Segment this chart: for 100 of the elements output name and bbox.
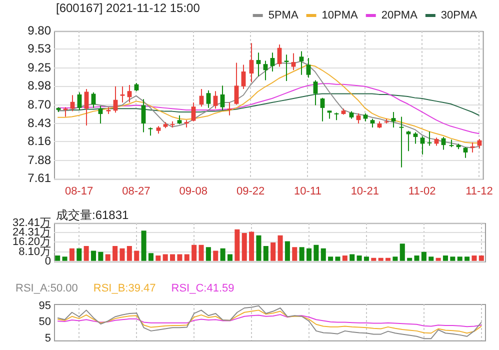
bar (392, 256, 398, 261)
y-tick-label: 95 (38, 300, 51, 312)
candlestick (249, 42, 254, 83)
chart-title: [600167] 2021-11-12 15:00 (56, 1, 200, 15)
bar (342, 255, 348, 261)
bar (263, 246, 268, 261)
bar (170, 254, 176, 261)
y-tick-label: 9.80 (28, 23, 52, 38)
bar (192, 244, 197, 261)
candlestick (306, 57, 311, 78)
y-tick-label: 8.10万 (18, 246, 51, 258)
bar (55, 255, 60, 261)
candlestick (98, 105, 103, 124)
candlestick (77, 92, 82, 110)
bar (284, 241, 290, 261)
y-tick-label: 7.61 (28, 171, 52, 186)
y-tick-label: 5 (44, 332, 51, 345)
bar (371, 258, 376, 261)
y-tick-label: 8.16 (28, 134, 52, 148)
series-label: RSI_A:50.00 (16, 282, 78, 295)
bar (141, 230, 146, 261)
legend-label: 20PMA (381, 10, 418, 22)
x-tick-label: 11-12 (466, 185, 493, 198)
x-tick-label: 08-27 (122, 185, 150, 198)
bar (414, 255, 420, 261)
x-tick-label: 10-21 (350, 185, 379, 198)
candlestick (220, 85, 225, 110)
bar (292, 247, 298, 261)
y-tick-label: 8.70 (28, 98, 52, 112)
bar (105, 254, 110, 261)
bar (299, 247, 304, 261)
x-tick-label: 08-17 (64, 185, 94, 198)
bar (428, 256, 434, 261)
bar (328, 256, 334, 261)
bar (256, 235, 262, 261)
bar (350, 254, 355, 261)
bar (407, 258, 412, 261)
bar (270, 242, 276, 261)
y-tick-label: 8.43 (28, 116, 52, 130)
bar (227, 254, 233, 261)
bar (98, 252, 104, 261)
candlestick (313, 80, 318, 106)
y-tick-label: 9.53 (28, 42, 52, 56)
candlestick (406, 130, 411, 152)
x-tick-label: 10-11 (294, 185, 322, 198)
bar (112, 246, 118, 261)
candlestick (84, 88, 89, 126)
candlestick (63, 106, 68, 118)
text: RSI_C:41.59 (171, 282, 234, 295)
candlestick (320, 97, 325, 122)
bar (320, 248, 326, 261)
candlestick (241, 64, 246, 90)
bar (62, 256, 68, 261)
candlestick (227, 102, 232, 116)
candlestick (141, 98, 146, 133)
bar (90, 250, 96, 261)
y-tick-label: 50 (38, 316, 51, 328)
chart-title: 成交量:61831 (56, 207, 129, 224)
bar (450, 256, 456, 261)
bar (464, 256, 470, 261)
bar (306, 248, 312, 261)
legend-label: 5PMA (268, 10, 299, 22)
candlestick (206, 90, 211, 108)
bar (120, 248, 125, 261)
series-label: RSI_B:39.47 (93, 282, 156, 295)
y-tick-label: 8.98 (28, 78, 52, 93)
bar (364, 256, 369, 261)
bar (134, 250, 140, 261)
bar (356, 255, 362, 261)
candlestick (391, 111, 396, 128)
bar (234, 229, 240, 261)
bar (400, 244, 405, 261)
bar (162, 254, 168, 261)
bar (457, 256, 462, 261)
bar (213, 250, 218, 261)
bar (126, 246, 132, 261)
bar (478, 255, 484, 261)
candlestick (234, 62, 239, 106)
bar (156, 255, 161, 261)
bar (242, 232, 247, 261)
bar (84, 246, 89, 261)
bar (69, 248, 74, 261)
y-tick-label: 9.25 (28, 60, 52, 74)
candlestick (291, 52, 296, 71)
bar (249, 232, 254, 261)
bar (76, 248, 82, 261)
candlestick (470, 142, 475, 153)
bar (335, 256, 340, 261)
bar (421, 252, 426, 261)
candlestick (191, 102, 196, 122)
bar (184, 254, 190, 261)
bar (198, 244, 204, 261)
y-tick-label: 0 (44, 255, 51, 268)
bar (378, 258, 384, 261)
candlestick (413, 132, 418, 144)
x-tick-label: 11-02 (408, 185, 436, 198)
bar (442, 255, 448, 261)
bar (436, 258, 441, 261)
bar (386, 258, 391, 261)
x-tick-label: 09-22 (236, 185, 265, 198)
